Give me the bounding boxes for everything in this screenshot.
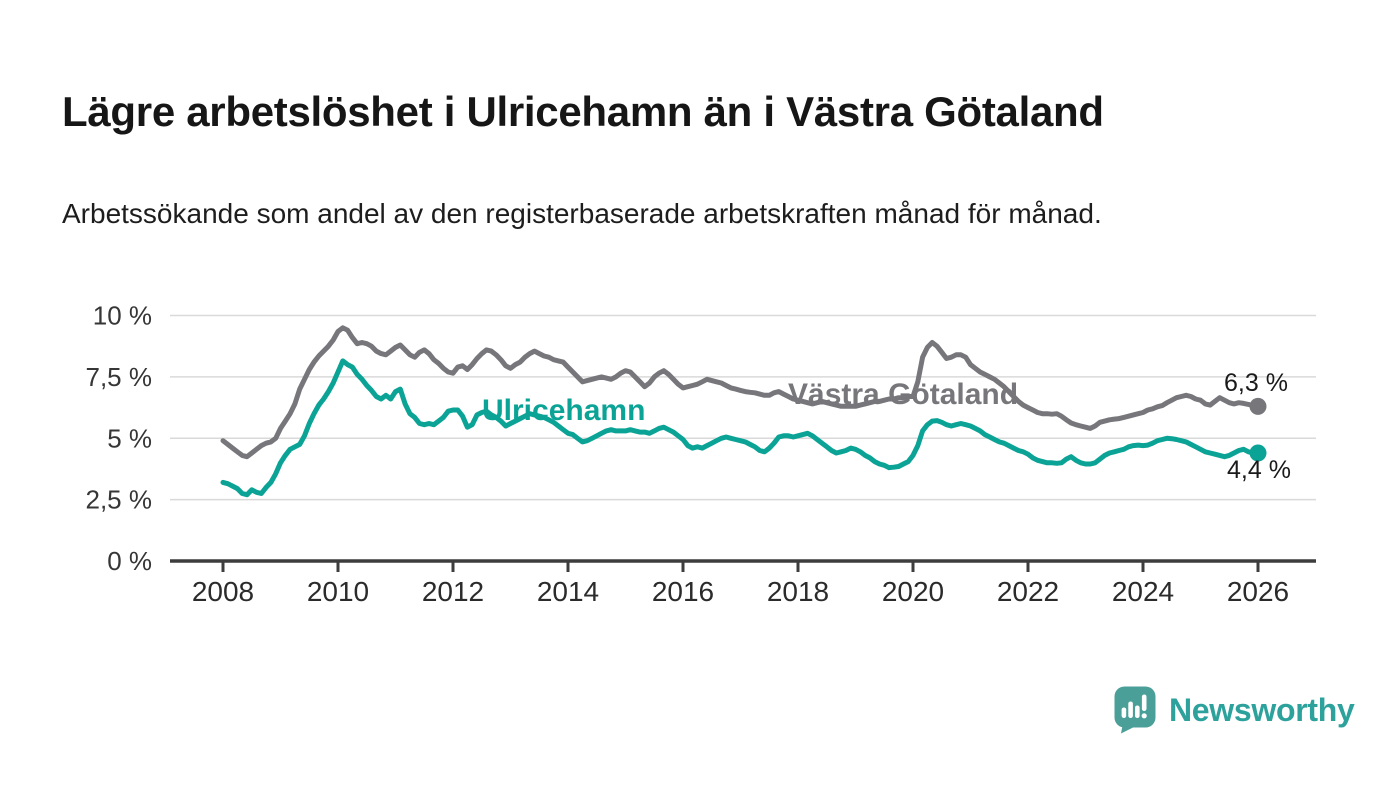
series-end-value-label: 4,4 % bbox=[1227, 456, 1291, 484]
newsworthy-wordmark: Newsworthy bbox=[1169, 691, 1355, 728]
x-axis-tick-label: 2022 bbox=[997, 576, 1059, 607]
logo-exclamation-stem bbox=[1141, 694, 1147, 711]
series-inline-label: Västra Götaland bbox=[788, 378, 1018, 411]
logo-exclamation-dot bbox=[1141, 713, 1147, 719]
y-axis-tick-label: 7,5 % bbox=[86, 362, 153, 392]
x-axis-tick-label: 2024 bbox=[1112, 576, 1174, 607]
series-inline-label: Ulricehamn bbox=[482, 394, 645, 427]
y-axis-tick-label: 5 % bbox=[107, 423, 152, 453]
series-line-v-stra-g-taland bbox=[220, 325, 1261, 460]
x-axis-tick-label: 2026 bbox=[1227, 576, 1289, 607]
logo-bar-tall bbox=[1128, 701, 1133, 718]
chart-title: Lägre arbetslöshet i Ulricehamn än i Väs… bbox=[62, 88, 1104, 136]
series-end-dot bbox=[1249, 397, 1267, 415]
series-end-value-label: 6,3 % bbox=[1224, 369, 1288, 397]
newsworthy-logo: Newsworthy bbox=[1114, 686, 1355, 734]
x-axis-tick-label: 2016 bbox=[652, 576, 714, 607]
x-axis-tick-label: 2020 bbox=[882, 576, 944, 607]
newsworthy-logo-icon bbox=[1114, 686, 1156, 734]
y-axis-tick-label: 2,5 % bbox=[86, 485, 153, 515]
x-axis-tick-label: 2008 bbox=[192, 576, 254, 607]
y-axis-tick-label: 0 % bbox=[107, 546, 152, 576]
x-axis-tick-label: 2014 bbox=[537, 576, 599, 607]
x-axis-tick-label: 2012 bbox=[422, 576, 484, 607]
logo-bar-medium bbox=[1135, 705, 1140, 718]
series-end-dot bbox=[1249, 444, 1267, 462]
x-axis-tick-label: 2010 bbox=[307, 576, 369, 607]
chart-subtitle: Arbetssökande som andel av den registerb… bbox=[62, 198, 1102, 229]
logo-bar-short bbox=[1121, 707, 1127, 718]
y-axis-tick-label: 10 % bbox=[93, 301, 152, 331]
series-line-ulricehamn bbox=[220, 358, 1261, 498]
x-axis-tick-label: 2018 bbox=[767, 576, 829, 607]
